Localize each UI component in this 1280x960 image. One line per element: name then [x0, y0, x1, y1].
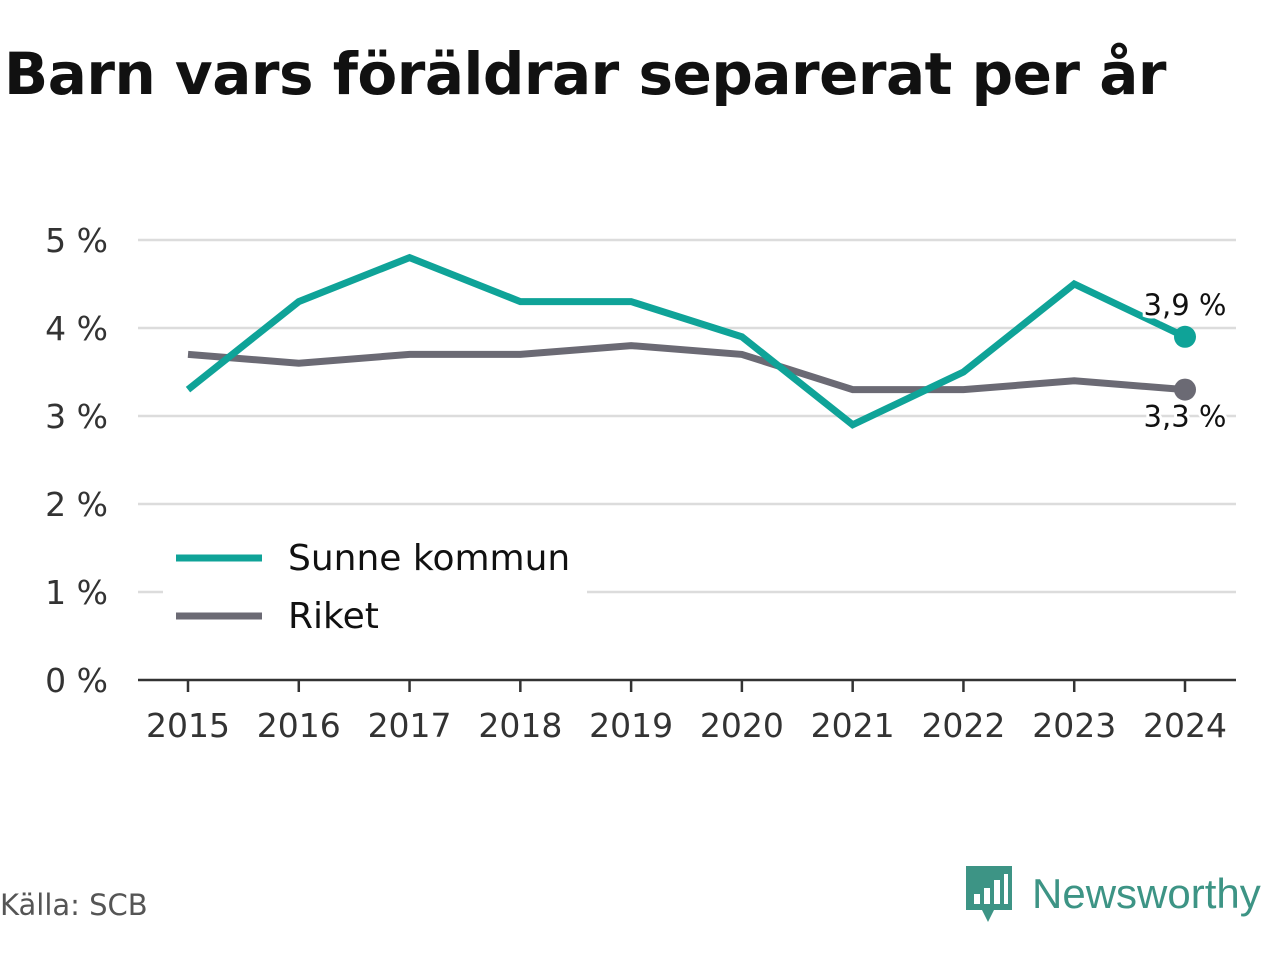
x-tick-label: 2018: [478, 706, 562, 745]
end-label-sunne-kommun: 3,9 %: [1144, 288, 1227, 322]
y-tick-label: 3 %: [45, 397, 108, 436]
x-tick-label: 2016: [257, 706, 341, 745]
y-tick-label: 5 %: [45, 221, 108, 260]
line-chart: 0 %1 %2 %3 %4 %5 % 2015 2016 2017 2018 2019 2…: [45, 221, 1236, 745]
series-line-sunne-kommun: [185, 253, 1187, 429]
y-tick-label: 4 %: [45, 309, 108, 348]
x-tick-label: 2024: [1143, 706, 1227, 745]
x-tick-label: 2023: [1032, 706, 1116, 745]
x-tick-label: 2021: [811, 706, 895, 745]
series-line-riket: [187, 342, 1186, 394]
legend-label: Sunne kommun: [288, 538, 570, 579]
y-tick-label: 1 %: [45, 573, 108, 612]
end-point: [1174, 325, 1196, 348]
x-tick-label: 2019: [589, 706, 673, 745]
end-point: [1174, 378, 1196, 401]
x-axis: 2015 2016 2017 2018 2019 2020 2021 2022 2023 2024: [138, 678, 1236, 745]
y-tick-labels: 0 % 1 % 2 % 3 % 4 % 5 %: [45, 221, 108, 700]
newsworthy-logo-icon: [966, 866, 1012, 922]
legend-label: Riket: [288, 596, 379, 637]
chart-title: Barn vars föräldrar separerat per år: [4, 40, 1166, 108]
x-tick-label: 2015: [146, 706, 230, 745]
legend: Sunne kommun Riket: [163, 528, 587, 646]
end-labels: 3,9 % 3,3 %: [1141, 285, 1230, 437]
x-tick-label: 2020: [700, 706, 784, 745]
source-note: Källa: SCB: [0, 888, 148, 922]
legend-box: [163, 528, 587, 646]
x-tick-label: 2022: [921, 706, 1005, 745]
x-tick-label: 2017: [368, 706, 452, 745]
brand-name: Newsworthy: [1032, 870, 1261, 917]
series-lines: [185, 253, 1196, 429]
brand-logo: Newsworthy: [964, 864, 1261, 924]
y-tick-label: 0 %: [45, 661, 108, 700]
y-tick-label: 2 %: [45, 485, 108, 524]
end-label-riket: 3,3 %: [1144, 400, 1227, 434]
